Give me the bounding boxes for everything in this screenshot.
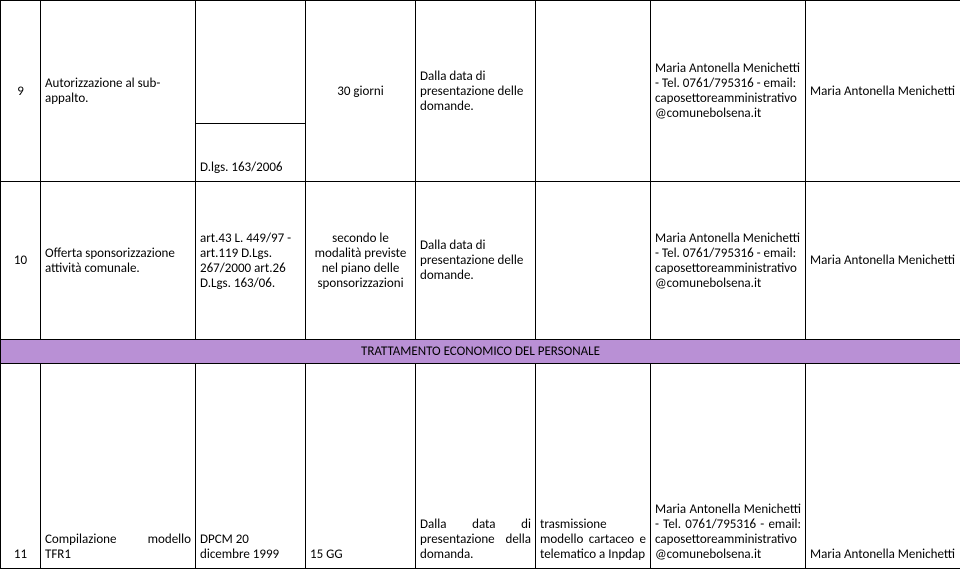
cell-empty <box>196 1 306 124</box>
row-sost: Maria Antonella Menichetti <box>806 364 960 569</box>
row-decor: Dalla data di presentazione delle domand… <box>416 1 536 182</box>
row-desc: Autorizzazione al sub-appalto. <box>41 1 196 182</box>
row-col6: trasmissione modello cartaceo e telemati… <box>536 364 651 569</box>
row-decor: Dalla data di presentazione delle domand… <box>416 182 536 340</box>
row-term: secondo le modalità previste nel piano d… <box>306 182 416 340</box>
row-ref: D.lgs. 163/2006 <box>196 124 306 182</box>
table-row: 9 Autorizzazione al sub-appalto. 30 gior… <box>1 1 960 124</box>
section-header: TRATTAMENTO ECONOMICO DEL PERSONALE <box>1 340 960 364</box>
row-resp: Maria Antonella Menichetti - Tel. 0761/7… <box>651 182 806 340</box>
row-number: 11 <box>1 364 41 569</box>
row-number: 9 <box>1 1 41 182</box>
cell-empty <box>536 182 651 340</box>
row-desc: Offerta sponsorizzazione attività comuna… <box>41 182 196 340</box>
cell-empty <box>536 1 651 182</box>
section-header-row: TRATTAMENTO ECONOMICO DEL PERSONALE <box>1 340 960 364</box>
row-term: 30 giorni <box>306 1 416 182</box>
row-resp: Maria Antonella Menichetti - Tel. 0761/7… <box>651 1 806 182</box>
row-decor: Dalla data di presentazione della domand… <box>416 364 536 569</box>
row-number: 10 <box>1 182 41 340</box>
document-table: 9 Autorizzazione al sub-appalto. 30 gior… <box>0 0 960 569</box>
row-ref: art.43 L. 449/97 - art.119 D.Lgs. 267/20… <box>196 182 306 340</box>
row-ref: DPCM 20 dicembre 1999 <box>196 364 306 569</box>
table-row: 10 Offerta sponsorizzazione attività com… <box>1 182 960 340</box>
row-sost: Maria Antonella Menichetti <box>806 1 960 182</box>
row-resp: Maria Antonella Menichetti - Tel. 0761/7… <box>651 364 806 569</box>
row-sost: Maria Antonella Menichetti <box>806 182 960 340</box>
row-term: 15 GG <box>306 364 416 569</box>
row-desc: Compilazione modello TFR1 <box>41 364 196 569</box>
